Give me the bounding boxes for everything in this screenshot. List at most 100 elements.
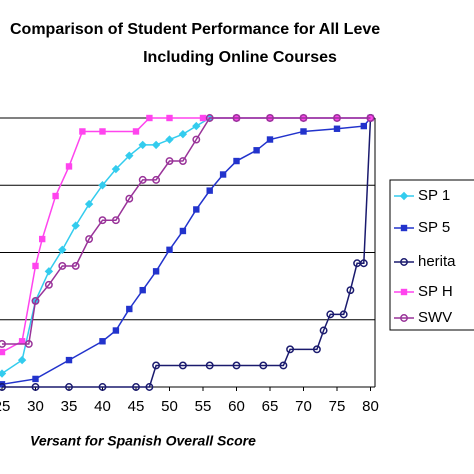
marker (126, 305, 133, 313)
marker (125, 151, 134, 160)
marker (32, 375, 39, 383)
x-tick-label: 40 (94, 398, 111, 415)
marker (192, 121, 201, 131)
marker (253, 147, 260, 154)
marker (205, 114, 214, 122)
marker (138, 175, 147, 184)
marker (299, 114, 308, 122)
marker (111, 164, 121, 174)
marker (44, 280, 53, 289)
x-tick-label: 60 (228, 398, 245, 415)
chart-title: Comparison of Student Performance for Al… (10, 21, 380, 38)
marker (0, 369, 7, 378)
marker (205, 361, 214, 370)
marker (65, 163, 73, 170)
marker (85, 235, 94, 244)
marker (152, 361, 161, 370)
marker (259, 361, 268, 370)
marker (139, 286, 146, 294)
marker (39, 235, 46, 243)
marker (138, 140, 147, 150)
marker (18, 338, 26, 345)
marker (266, 136, 274, 143)
x-tick-label: 35 (61, 398, 78, 415)
x-tick-label: 25 (0, 398, 10, 415)
marker (31, 383, 40, 391)
marker (146, 114, 153, 122)
marker (151, 140, 161, 150)
legend-marker (400, 224, 408, 232)
marker (346, 286, 355, 295)
marker (52, 192, 59, 200)
legend-label: herita (418, 253, 456, 270)
marker (279, 361, 288, 370)
marker (300, 128, 307, 135)
marker (79, 128, 86, 135)
x-tick-label: 65 (262, 398, 279, 415)
legend-label: SWV (418, 309, 452, 326)
marker (360, 122, 367, 130)
marker (165, 135, 174, 144)
marker (0, 383, 6, 391)
marker (312, 345, 321, 354)
marker (98, 216, 107, 225)
legend-marker (400, 288, 408, 296)
marker (145, 383, 154, 391)
marker (24, 340, 33, 348)
x-tick-label: 55 (195, 398, 212, 415)
legend-box (389, 179, 474, 331)
marker (152, 175, 161, 184)
marker (192, 135, 201, 144)
marker (166, 246, 173, 254)
marker (333, 114, 341, 122)
marker (233, 157, 240, 165)
marker (219, 171, 227, 178)
marker (44, 267, 54, 276)
marker (71, 221, 80, 230)
marker (0, 340, 6, 348)
marker (132, 128, 140, 135)
legend-label: SP 5 (418, 219, 450, 236)
legend-marker (400, 314, 408, 322)
legend-marker (400, 258, 408, 266)
marker (178, 157, 187, 165)
marker (65, 356, 73, 364)
marker (165, 157, 174, 165)
x-tick-label: 75 (329, 398, 346, 415)
marker (99, 338, 106, 345)
marker (0, 348, 6, 356)
marker (178, 361, 187, 370)
marker (232, 114, 241, 122)
x-tick-label: 50 (161, 398, 178, 415)
marker (286, 345, 295, 354)
marker (166, 114, 173, 122)
series-line (2, 117, 371, 345)
marker (232, 361, 241, 370)
marker (333, 125, 341, 132)
marker (179, 227, 187, 235)
marker (178, 129, 188, 139)
series-line (1, 117, 371, 353)
marker (366, 114, 375, 122)
x-tick-label: 70 (295, 398, 312, 415)
marker (58, 262, 67, 270)
marker (266, 114, 274, 122)
marker (99, 128, 106, 135)
x-tick-label: 45 (128, 398, 145, 415)
marker (132, 383, 140, 391)
series-line (2, 117, 372, 388)
marker (31, 296, 40, 305)
marker (111, 216, 120, 225)
marker (65, 383, 73, 391)
legend-label: SP 1 (418, 187, 450, 204)
marker (359, 259, 368, 268)
x-axis-label: Versant for Spanish Overall Score (30, 433, 256, 449)
marker (319, 326, 328, 335)
legend-marker (399, 191, 409, 201)
marker (84, 199, 94, 209)
x-tick-label: 80 (362, 398, 379, 415)
marker (199, 114, 207, 122)
x-tick-label: 30 (27, 398, 44, 415)
